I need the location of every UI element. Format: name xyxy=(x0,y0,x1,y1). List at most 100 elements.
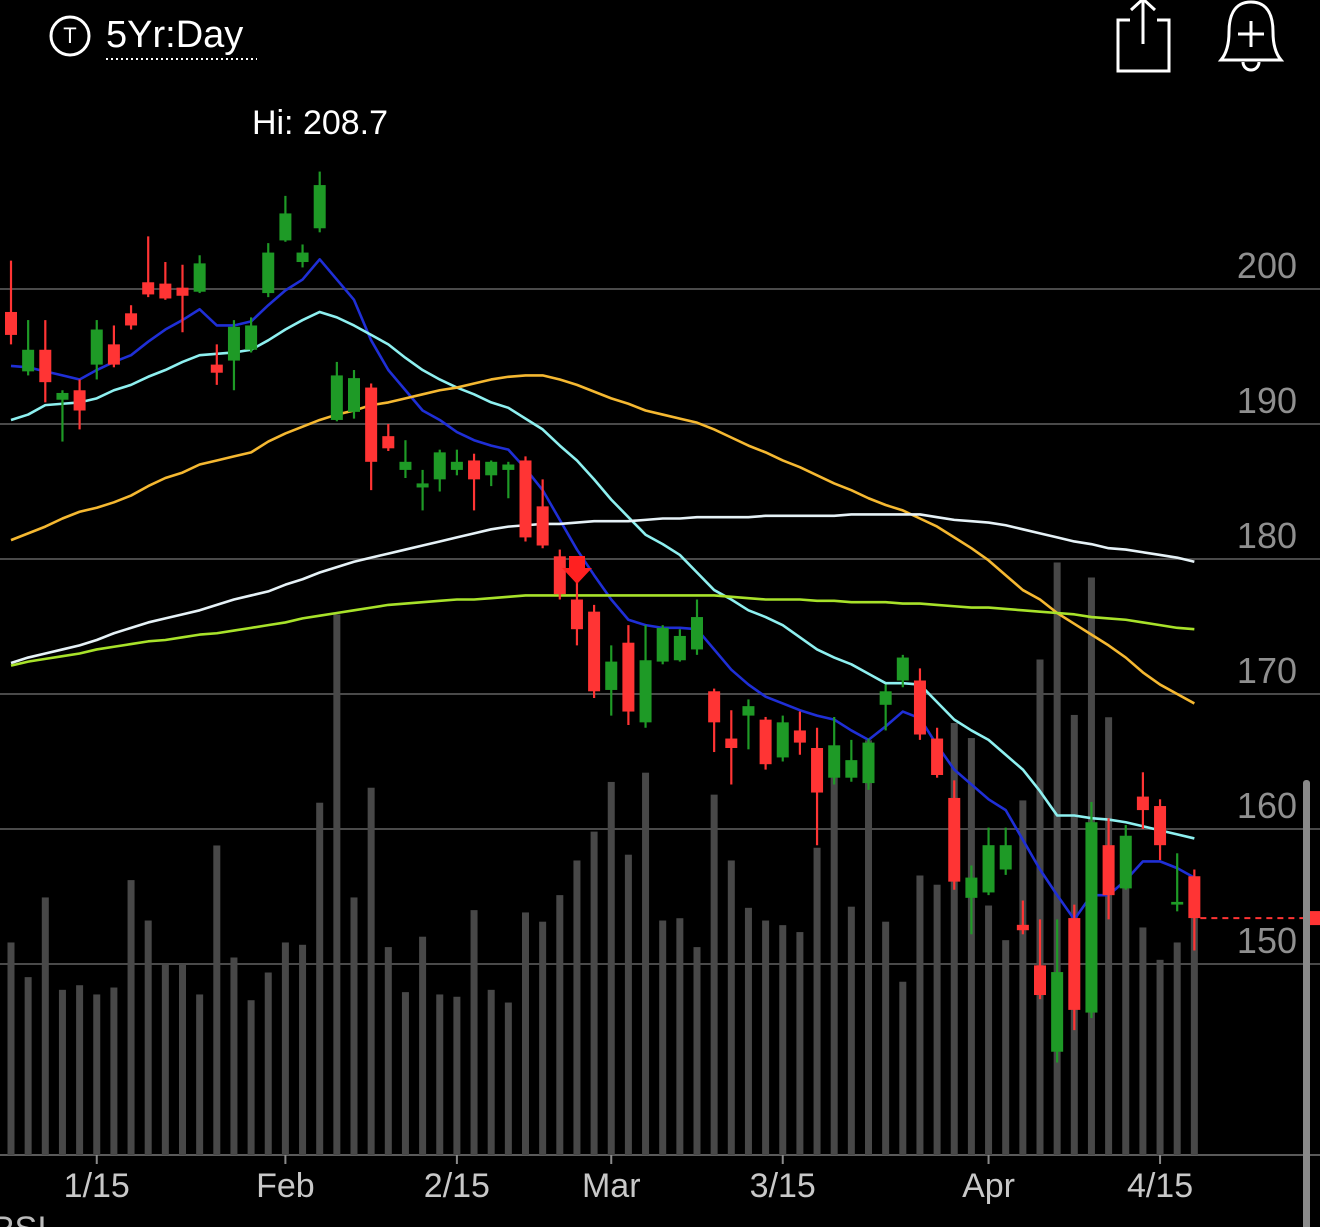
candle-body xyxy=(1102,845,1115,896)
volume-bar xyxy=(470,910,478,1155)
moving-average-line xyxy=(10,374,1195,705)
candle-body xyxy=(1016,924,1029,931)
share-arrow xyxy=(1129,0,1157,44)
volume-bar xyxy=(281,942,289,1155)
volume-bar xyxy=(350,897,358,1155)
candle-body xyxy=(811,747,824,793)
volume-bar xyxy=(727,860,735,1155)
candle-body xyxy=(1188,876,1201,919)
volume-bar xyxy=(573,860,581,1155)
moving-average-line xyxy=(10,594,1195,667)
candle-body xyxy=(742,706,755,716)
volume-bar xyxy=(762,920,770,1155)
x-tick-label: 2/15 xyxy=(424,1167,490,1205)
bell-plus xyxy=(1238,21,1264,47)
volume-bar xyxy=(522,912,529,1155)
candle-body xyxy=(210,364,223,373)
average-layer xyxy=(10,258,1195,921)
volume-bar xyxy=(916,875,924,1155)
volume-bar xyxy=(436,994,444,1155)
volume-bar xyxy=(127,880,135,1155)
candle-body xyxy=(468,460,481,480)
y-tick-label: 200 xyxy=(1237,245,1297,286)
volume-bar xyxy=(179,964,186,1155)
volume-bar xyxy=(316,802,324,1155)
volume-bar xyxy=(899,981,907,1155)
candle-body xyxy=(193,263,206,292)
candle-body xyxy=(845,760,858,778)
candle-body xyxy=(348,378,360,412)
candle-body xyxy=(965,877,978,898)
y-tick-label: 160 xyxy=(1237,785,1297,826)
volume-bar xyxy=(487,989,495,1155)
indicator-label: RSI xyxy=(0,1210,47,1227)
x-tick-label: 1/15 xyxy=(64,1167,130,1205)
candle-body xyxy=(313,185,326,229)
volume-bar xyxy=(1190,910,1198,1155)
candle-body xyxy=(39,349,52,383)
share-button[interactable] xyxy=(1116,0,1171,73)
volume-bar xyxy=(642,772,650,1155)
moving-average-line xyxy=(10,310,1195,840)
x-tick-label: 4/15 xyxy=(1127,1167,1193,1205)
volume-bar xyxy=(590,831,598,1155)
candle-body xyxy=(1034,965,1046,996)
y-tick-label: 190 xyxy=(1237,380,1297,421)
moving-average-line xyxy=(10,513,1195,665)
volume-bar xyxy=(779,925,787,1155)
x-tick-label: Feb xyxy=(256,1167,315,1205)
candle-body xyxy=(673,635,686,661)
candle-body xyxy=(1154,806,1167,846)
volume-bar xyxy=(1122,880,1130,1155)
candle-body xyxy=(365,387,378,462)
badge-circle xyxy=(49,15,91,57)
candle-body xyxy=(553,556,566,595)
volume-bar xyxy=(830,764,838,1155)
range-label[interactable]: 5Yr:Day xyxy=(106,14,243,56)
volume-bar xyxy=(110,987,118,1155)
bell xyxy=(1217,0,1285,62)
candle-body xyxy=(999,845,1012,870)
volume-bar xyxy=(58,989,66,1155)
volume-bar xyxy=(41,897,49,1155)
volume-bar xyxy=(950,723,958,1155)
volume-bar xyxy=(76,985,84,1155)
candle-body xyxy=(433,452,446,480)
x-tick-label: 3/15 xyxy=(750,1167,816,1205)
volume-bar xyxy=(882,921,890,1155)
candle-body xyxy=(639,660,652,723)
volume-bar xyxy=(93,994,101,1155)
volume-bar xyxy=(1002,940,1010,1155)
candle-body xyxy=(262,252,275,294)
volume-bar xyxy=(1156,959,1164,1155)
candle-body xyxy=(5,311,17,335)
volume-bar xyxy=(504,1002,512,1155)
candle-body xyxy=(296,252,309,263)
volume-bar xyxy=(333,614,341,1155)
volume-bar xyxy=(985,905,993,1155)
volume-bar xyxy=(744,907,752,1155)
candle-body xyxy=(570,599,583,630)
candle-body xyxy=(896,657,909,681)
signal-arrow xyxy=(562,556,592,584)
candle-body xyxy=(828,745,841,778)
scrollbar[interactable] xyxy=(1303,780,1310,1227)
volume-bar xyxy=(196,994,204,1155)
volume-bar xyxy=(1019,800,1027,1155)
volume-bar xyxy=(230,957,238,1155)
volume-bar xyxy=(213,845,221,1155)
alert-button[interactable] xyxy=(1217,0,1285,72)
candle-body xyxy=(622,642,635,712)
volume-bar xyxy=(453,996,461,1155)
candle-body xyxy=(125,313,138,326)
range-selector[interactable]: T 5Yr:Day xyxy=(49,14,257,60)
volume-bar xyxy=(796,932,804,1155)
candle-body xyxy=(176,287,189,296)
candle-body xyxy=(450,461,463,470)
x-tick-label: Mar xyxy=(582,1167,641,1205)
candle-body xyxy=(485,461,498,476)
candle-body xyxy=(862,742,875,784)
volume-bar xyxy=(419,936,427,1155)
label-layer: 150 160 170 180 190 200 1/15 Feb 2/15 Mar 3/15 Apr 4… xyxy=(64,245,1297,1205)
